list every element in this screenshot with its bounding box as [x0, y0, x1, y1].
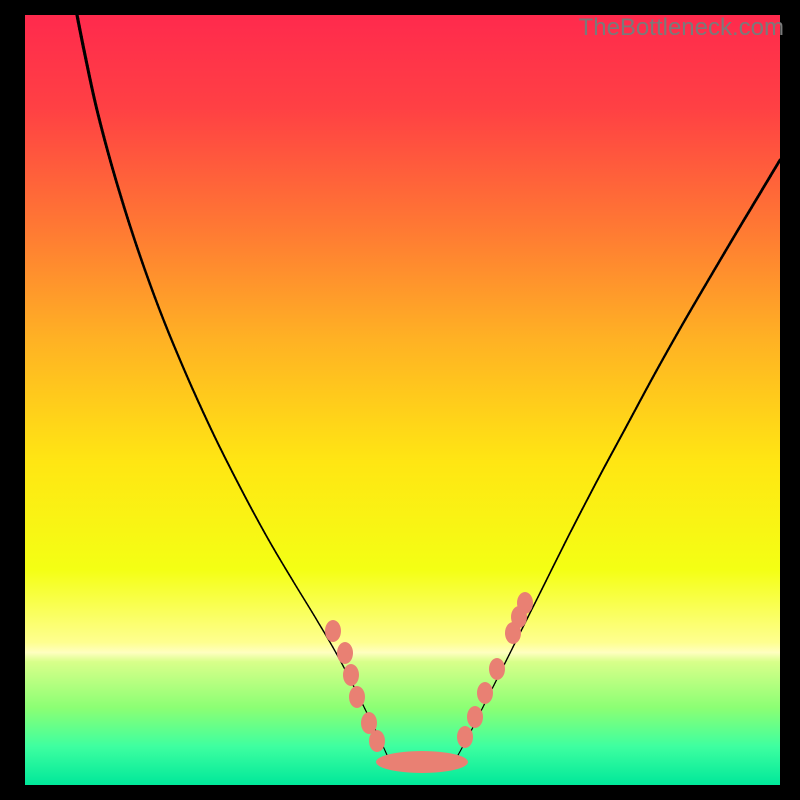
- marker-dot: [337, 642, 353, 664]
- marker-dot: [489, 658, 505, 680]
- marker-dot: [457, 726, 473, 748]
- watermark-text: TheBottleneck.com: [579, 14, 784, 42]
- gradient-background: [25, 15, 780, 785]
- marker-dot: [343, 664, 359, 686]
- chart-stage: TheBottleneck.com: [0, 0, 800, 800]
- marker-dot: [349, 686, 365, 708]
- bottleneck-curve-plot: [25, 15, 780, 785]
- marker-dot: [369, 730, 385, 752]
- marker-dot: [517, 592, 533, 614]
- marker-dot: [325, 620, 341, 642]
- marker-dot: [376, 751, 468, 773]
- marker-dot: [477, 682, 493, 704]
- marker-dot: [467, 706, 483, 728]
